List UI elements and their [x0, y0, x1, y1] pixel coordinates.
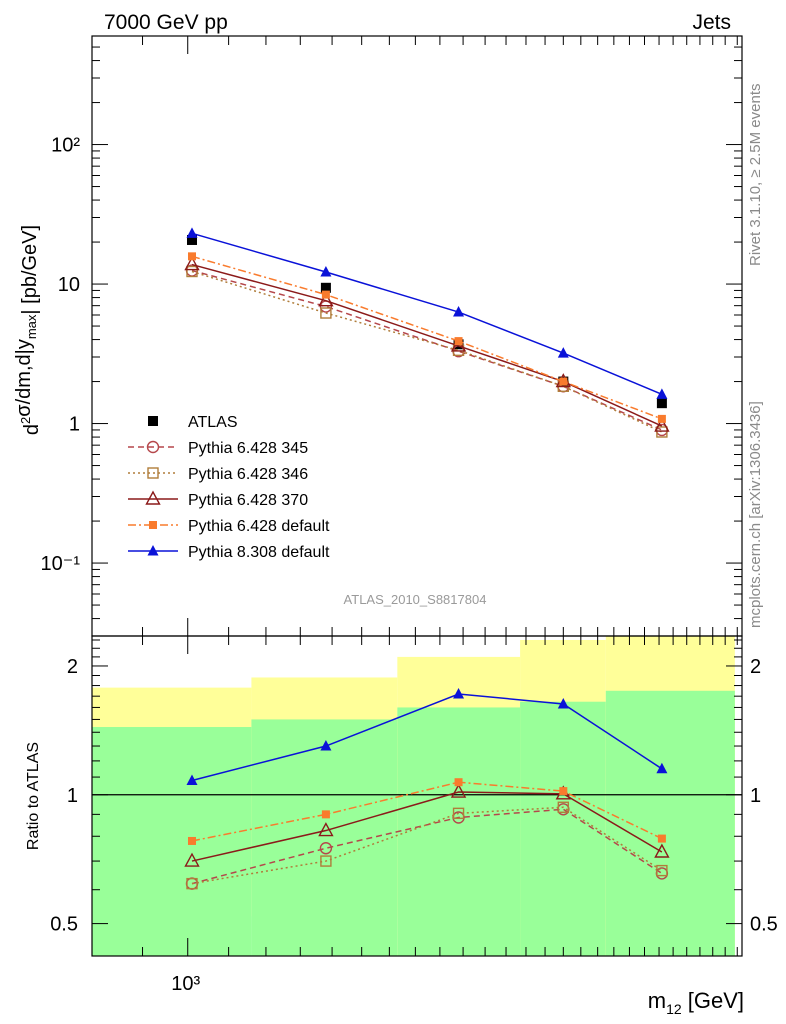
- green-band-bin: [605, 690, 735, 956]
- main-line-pythia-6-428-345: [191, 269, 663, 431]
- main-point-pythia-6-428-346: [186, 265, 198, 278]
- ratio-point-pythia-8-308-default: [453, 687, 465, 699]
- main-point-pythia-8-308-default: [453, 306, 465, 317]
- main-point-pythia-6-428-370: [318, 292, 334, 307]
- ratio-point-pythia-6-428-346: [320, 855, 332, 867]
- legend-marker-pythia-6-428-default: [149, 521, 157, 529]
- main-point-atlas: [320, 282, 331, 293]
- ratio-y-tick-label-left: 2: [67, 656, 78, 678]
- main-point-pythia-6-428-default: [657, 414, 666, 423]
- analysis-label: ATLAS_2010_S8817804: [344, 592, 487, 607]
- legend-marker-pythia-6-428-346: [147, 467, 159, 479]
- ratio-point-pythia-6-428-346: [656, 864, 668, 877]
- ratio-point-pythia-6-428-346: [452, 807, 465, 820]
- main-point-pythia-8-308-default: [557, 347, 569, 358]
- x-tick-label: 10³: [171, 973, 200, 995]
- ratio-point-pythia-8-308-default: [656, 762, 668, 774]
- main-point-pythia-6-428-370: [654, 417, 670, 432]
- ratio-point-pythia-8-308-default: [186, 774, 198, 785]
- legend-label-pythia-6-428-370: Pythia 6.428 370: [188, 492, 308, 509]
- green-band-bin: [520, 701, 606, 956]
- ratio-y-tick-label-right: 0.5: [750, 914, 778, 936]
- ratio-point-pythia-6-428-default: [187, 836, 196, 845]
- main-point-pythia-8-308-default: [656, 388, 668, 399]
- ratio-y-tick-label-left: 0.5: [50, 914, 78, 936]
- main-point-atlas: [186, 234, 197, 245]
- main-point-pythia-6-428-default: [454, 337, 463, 346]
- axes: 10⁻¹ 1 10 10² 0.5 0.5 1 1 2 2 10³: [41, 35, 778, 995]
- rivet-label: Rivet 3.1.10, ≥ 2.5M events: [747, 84, 764, 267]
- ratio-point-pythia-8-308-default: [320, 740, 332, 751]
- ratio-point-pythia-6-428-345: [319, 842, 333, 855]
- legend-label-pythia-6-428-346: Pythia 6.428 346: [188, 466, 308, 483]
- ratio-y-tick-label-left: 1: [67, 785, 78, 807]
- ratio-point-pythia-6-428-default: [321, 810, 330, 819]
- main-point-pythia-8-308-default: [320, 266, 332, 277]
- main-point-pythia-6-428-346: [320, 307, 332, 319]
- ratio-point-pythia-6-428-370: [450, 783, 467, 798]
- legend-label-pythia-6-428-345: Pythia 6.428 345: [188, 440, 308, 457]
- ratio-point-pythia-6-428-370: [184, 852, 200, 867]
- mcplots-label: mcplots.cern.ch [arXiv:1306.3436]: [747, 401, 764, 628]
- main-line-pythia-6-428-346: [191, 270, 663, 433]
- legend-marker-pythia-8-308-default: [147, 545, 159, 556]
- main-point-pythia-6-428-default: [321, 290, 330, 299]
- main-y-tick-label: 10²: [51, 135, 80, 157]
- ratio-series-group: [184, 687, 670, 890]
- ratio-line-pythia-6-428-370: [191, 791, 663, 862]
- main-y-axis-label-part: d: [21, 424, 43, 435]
- ratio-line-pythia-6-428-345: [191, 808, 663, 885]
- main-y-axis-label-part: max: [24, 314, 39, 339]
- main-point-pythia-6-428-346: [656, 426, 668, 438]
- legend-marker-atlas: [148, 416, 158, 426]
- main-point-pythia-8-308-default: [186, 227, 198, 238]
- legend-label-pythia-8-308-default: Pythia 8.308 default: [188, 544, 330, 561]
- main-y-axis-label-part: | [pb/GeV]: [19, 225, 41, 315]
- ratio-point-pythia-8-308-default: [557, 697, 569, 709]
- main-point-pythia-6-428-default: [559, 377, 568, 386]
- main-y-axis-label: d2σ/dm,d|ymax| [pb/GeV]: [13, 225, 43, 435]
- main-line-pythia-8-308-default: [191, 232, 663, 396]
- ratio-uncertainty-bands: [92, 636, 735, 956]
- green-band-bin: [92, 727, 252, 956]
- ratio-point-pythia-6-428-default: [559, 787, 568, 796]
- ratio-point-pythia-6-428-346: [557, 801, 570, 813]
- ratio-point-pythia-6-428-default: [454, 778, 463, 787]
- legend-label-pythia-6-428-default: Pythia 6.428 default: [188, 518, 330, 535]
- x-axis-label: m12 [GeV]: [648, 988, 744, 1017]
- ratio-line-pythia-6-428-346: [191, 806, 663, 885]
- x-axis-label-part: [GeV]: [682, 988, 744, 1013]
- main-point-atlas: [656, 398, 667, 409]
- header-left-title: 7000 GeV pp: [104, 11, 228, 34]
- main-y-tick-label: 10⁻¹: [41, 553, 81, 575]
- legend: ATLAS Pythia 6.428 345 Pythia 6.428 346 Pyt…: [128, 414, 330, 561]
- main-point-pythia-6-428-default: [187, 252, 196, 261]
- ratio-point-pythia-6-428-370: [318, 822, 334, 837]
- green-band-bin: [397, 707, 521, 956]
- legend-label-atlas: ATLAS: [188, 414, 238, 431]
- main-series-group: [184, 227, 670, 438]
- ratio-y-tick-label-right: 1: [750, 785, 761, 807]
- ratio-y-axis-label: Ratio to ATLAS: [25, 742, 42, 850]
- ratio-panel-frame: [91, 635, 743, 957]
- main-y-axis-label-part: σ/dm,d|y: [13, 339, 35, 417]
- ratio-y-tick-label-right: 2: [750, 656, 761, 678]
- header-right-title: Jets: [692, 11, 731, 34]
- ratio-point-pythia-6-428-370: [654, 843, 670, 858]
- legend-marker-pythia-6-428-370: [145, 490, 161, 505]
- x-axis-label-part: 12: [666, 1001, 682, 1017]
- ratio-point-pythia-6-428-default: [657, 834, 666, 843]
- green-band-bin: [251, 719, 398, 956]
- legend-marker-pythia-6-428-345: [146, 440, 160, 454]
- main-y-axis-label-part: 2: [18, 417, 33, 424]
- main-line-pythia-6-428-370: [191, 263, 663, 427]
- main-y-tick-label: 1: [69, 414, 80, 436]
- ratio-point-pythia-6-428-346: [186, 877, 198, 890]
- main-point-pythia-6-428-370: [184, 256, 200, 271]
- x-axis-label-part: m: [648, 988, 666, 1013]
- main-y-tick-label: 10: [58, 274, 80, 296]
